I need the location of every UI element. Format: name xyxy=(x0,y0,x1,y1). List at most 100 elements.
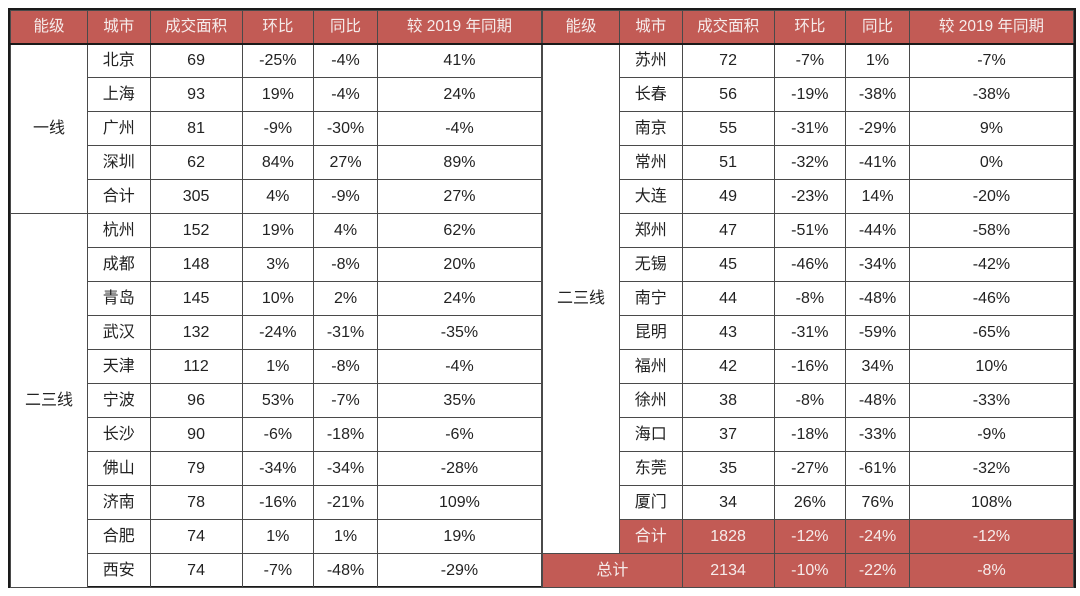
yoy-cell: -34% xyxy=(845,247,910,282)
column-header-area: 成交面积 xyxy=(149,10,243,45)
table-row: 青岛 145 10% 2% 24% xyxy=(11,281,543,316)
table-row: 昆明 43 -31% -59% -65% xyxy=(543,315,1075,350)
table-header: 能级 城市 成交面积 环比 同比较 2019 年同期 xyxy=(542,10,1075,45)
area-cell: 47 xyxy=(681,213,775,248)
area-cell: 38 xyxy=(681,383,775,418)
header-row: 能级 城市 成交面积 环比 同比较 2019 年同期 xyxy=(542,10,1075,45)
mom-cell: -31% xyxy=(773,315,847,350)
city-cell: 无锡 xyxy=(618,247,683,282)
grand-total-row: 总计 2134 -10% -22% -8% xyxy=(542,553,1075,588)
mom-cell: -18% xyxy=(773,417,847,452)
column-header-tier: 能级 xyxy=(10,10,88,45)
mom-cell: 53% xyxy=(241,383,315,418)
mom-cell: -23% xyxy=(773,179,847,214)
mom-cell: -19% xyxy=(773,77,847,112)
tier-cell: 二三线 xyxy=(10,213,88,588)
vs2019-cell: -28% xyxy=(376,451,543,486)
area-cell: 37 xyxy=(681,417,775,452)
area-cell: 132 xyxy=(149,315,243,350)
mom-cell: -7% xyxy=(241,553,315,588)
area-cell: 145 xyxy=(149,281,243,316)
area-cell: 69 xyxy=(149,43,243,78)
mom-cell: 19% xyxy=(241,213,315,248)
city-cell: 杭州 xyxy=(86,213,151,248)
table-header: 能级 城市 成交面积 环比 同比较 2019 年同期 xyxy=(10,10,543,45)
table-row: 二三线 苏州 72 -7% 1% -7% xyxy=(542,43,1075,554)
city-cell: 成都 xyxy=(86,247,151,282)
mom-cell: -25% xyxy=(241,43,315,78)
vs2019-cell: -32% xyxy=(908,451,1075,486)
city-cell: 海口 xyxy=(618,417,683,452)
city-cell: 青岛 xyxy=(86,281,151,316)
city-cell: 东莞 xyxy=(618,451,683,486)
yoy-cell: -34% xyxy=(313,451,378,486)
table-row: 佛山 79 -34% -34% -28% xyxy=(11,451,543,486)
table-row: 西安 74 -7% -48% -29% xyxy=(11,553,543,588)
area-cell: 49 xyxy=(681,179,775,214)
yoy-cell: -22% xyxy=(845,553,910,588)
area-cell: 45 xyxy=(681,247,775,282)
vs2019-cell: 20% xyxy=(376,247,543,282)
vs2019-cell: 19% xyxy=(376,519,543,554)
table-body: 一线 北京 69 -25% -4% 41% 上海 93 19% -4% 24% 广州 81 -9% -30%… xyxy=(10,43,543,588)
yoy-cell: -18% xyxy=(313,417,378,452)
vs2019-cell: -46% xyxy=(908,281,1075,316)
mom-cell: -9% xyxy=(241,111,315,146)
vs2019-cell: 24% xyxy=(376,281,543,316)
table-row: 海口 37 -18% -33% -9% xyxy=(543,417,1075,452)
column-header-area: 成交面积 xyxy=(681,10,775,45)
yoy-cell: -41% xyxy=(845,145,910,180)
area-cell: 55 xyxy=(681,111,775,146)
city-cell: 广州 xyxy=(86,111,151,146)
table-row: 上海 93 19% -4% 24% xyxy=(11,77,543,112)
vs2019-cell: 0% xyxy=(908,145,1075,180)
table-row: 常州 51 -32% -41% 0% xyxy=(543,145,1075,180)
vs2019-cell: 109% xyxy=(376,485,543,520)
yoy-cell: 1% xyxy=(845,43,910,78)
yoy-cell: 27% xyxy=(313,145,378,180)
city-cell: 宁波 xyxy=(86,383,151,418)
vs2019-cell: -35% xyxy=(376,315,543,350)
city-cell: 武汉 xyxy=(86,315,151,350)
column-header-vs2019: 较 2019 年同期 xyxy=(908,10,1075,45)
city-transaction-table-board: 能级 城市 成交面积 环比 同比较 2019 年同期 一线 北京 69 -25% -4% 41% 上海… xyxy=(8,8,1076,588)
city-cell: 南宁 xyxy=(618,281,683,316)
area-cell: 62 xyxy=(149,145,243,180)
yoy-cell: -59% xyxy=(845,315,910,350)
table-row: 南京 55 -31% -29% 9% xyxy=(543,111,1075,146)
city-cell: 合计 xyxy=(86,179,151,214)
table-row: 深圳 62 84% 27% 89% xyxy=(11,145,543,180)
mom-cell: -12% xyxy=(773,519,847,554)
table-row: 长沙 90 -6% -18% -6% xyxy=(11,417,543,452)
mom-cell: -8% xyxy=(773,281,847,316)
subtotal-label: 合计 xyxy=(618,519,683,554)
mom-cell: -7% xyxy=(773,43,847,78)
city-cell: 大连 xyxy=(618,179,683,214)
mom-cell: -6% xyxy=(241,417,315,452)
area-cell: 1828 xyxy=(681,519,775,554)
vs2019-cell: 9% xyxy=(908,111,1075,146)
column-header-vs2019: 较 2019 年同期 xyxy=(376,10,543,45)
table-row: 长春 56 -19% -38% -38% xyxy=(543,77,1075,112)
header-row: 能级 城市 成交面积 环比 同比较 2019 年同期 xyxy=(10,10,543,45)
area-cell: 43 xyxy=(681,315,775,350)
mom-cell: 4% xyxy=(241,179,315,214)
vs2019-cell: -38% xyxy=(908,77,1075,112)
mom-cell: 19% xyxy=(241,77,315,112)
mom-cell: -34% xyxy=(241,451,315,486)
table-row: 一线 北京 69 -25% -4% 41% xyxy=(10,43,543,214)
table-row: 厦门 34 26% 76% 108% xyxy=(543,485,1075,520)
table-body: 二三线 苏州 72 -7% 1% -7% 长春 56 -19% -38% -38% 南京 55 -31% -… xyxy=(542,43,1075,588)
table-row: 合肥 74 1% 1% 19% xyxy=(11,519,543,554)
mom-cell: 84% xyxy=(241,145,315,180)
city-cell: 天津 xyxy=(86,349,151,384)
city-cell: 深圳 xyxy=(86,145,151,180)
area-cell: 44 xyxy=(681,281,775,316)
area-cell: 74 xyxy=(149,553,243,588)
column-header-yoy: 同比 xyxy=(845,10,910,45)
yoy-cell: 2% xyxy=(313,281,378,316)
area-cell: 79 xyxy=(149,451,243,486)
mom-cell: -32% xyxy=(773,145,847,180)
mom-cell: 26% xyxy=(773,485,847,520)
yoy-cell: -44% xyxy=(845,213,910,248)
